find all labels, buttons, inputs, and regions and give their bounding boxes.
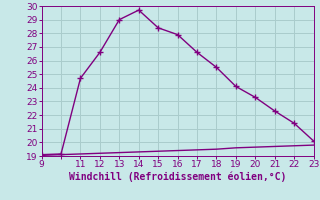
X-axis label: Windchill (Refroidissement éolien,°C): Windchill (Refroidissement éolien,°C) [69, 172, 286, 182]
